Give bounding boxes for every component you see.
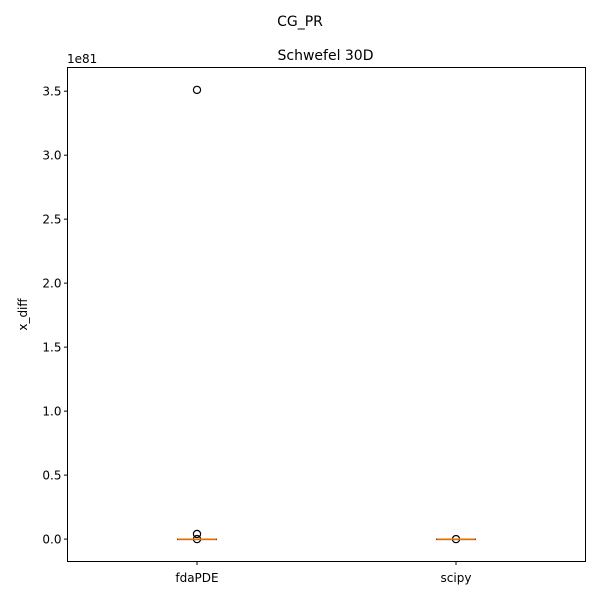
x-axis-ticks: fdaPDE scipy (175, 561, 472, 585)
outlier-point (192, 85, 202, 95)
plot-area (67, 67, 586, 562)
outlier-point (192, 529, 202, 539)
box-fdaPDE (177, 85, 217, 544)
plot-frame (67, 67, 586, 562)
y-tick-label: 2.5 (42, 212, 61, 226)
figure-suptitle: CG_PR (277, 14, 323, 30)
y-axis-ticks: 0.0 0.5 1.0 1.5 2.0 2.5 3.0 3.5 (42, 84, 68, 546)
chart-title: Schwefel 30D (278, 48, 374, 64)
x-tick-label: fdaPDE (175, 571, 218, 585)
y-tick-label: 1.5 (42, 340, 61, 354)
x-tick-label: scipy (441, 571, 472, 585)
y-tick-label: 1.0 (42, 404, 61, 418)
y-axis-offset-label: 1e81 (67, 52, 97, 66)
y-tick-label: 3.0 (42, 148, 61, 162)
y-axis-label: x_diff (16, 298, 30, 331)
y-tick-label: 0.0 (42, 532, 61, 546)
y-tick-label: 0.5 (42, 468, 61, 482)
y-tick-label: 3.5 (42, 84, 61, 98)
box-plots (177, 85, 476, 544)
box-scipy (436, 534, 476, 544)
y-tick-label: 2.0 (42, 276, 61, 290)
